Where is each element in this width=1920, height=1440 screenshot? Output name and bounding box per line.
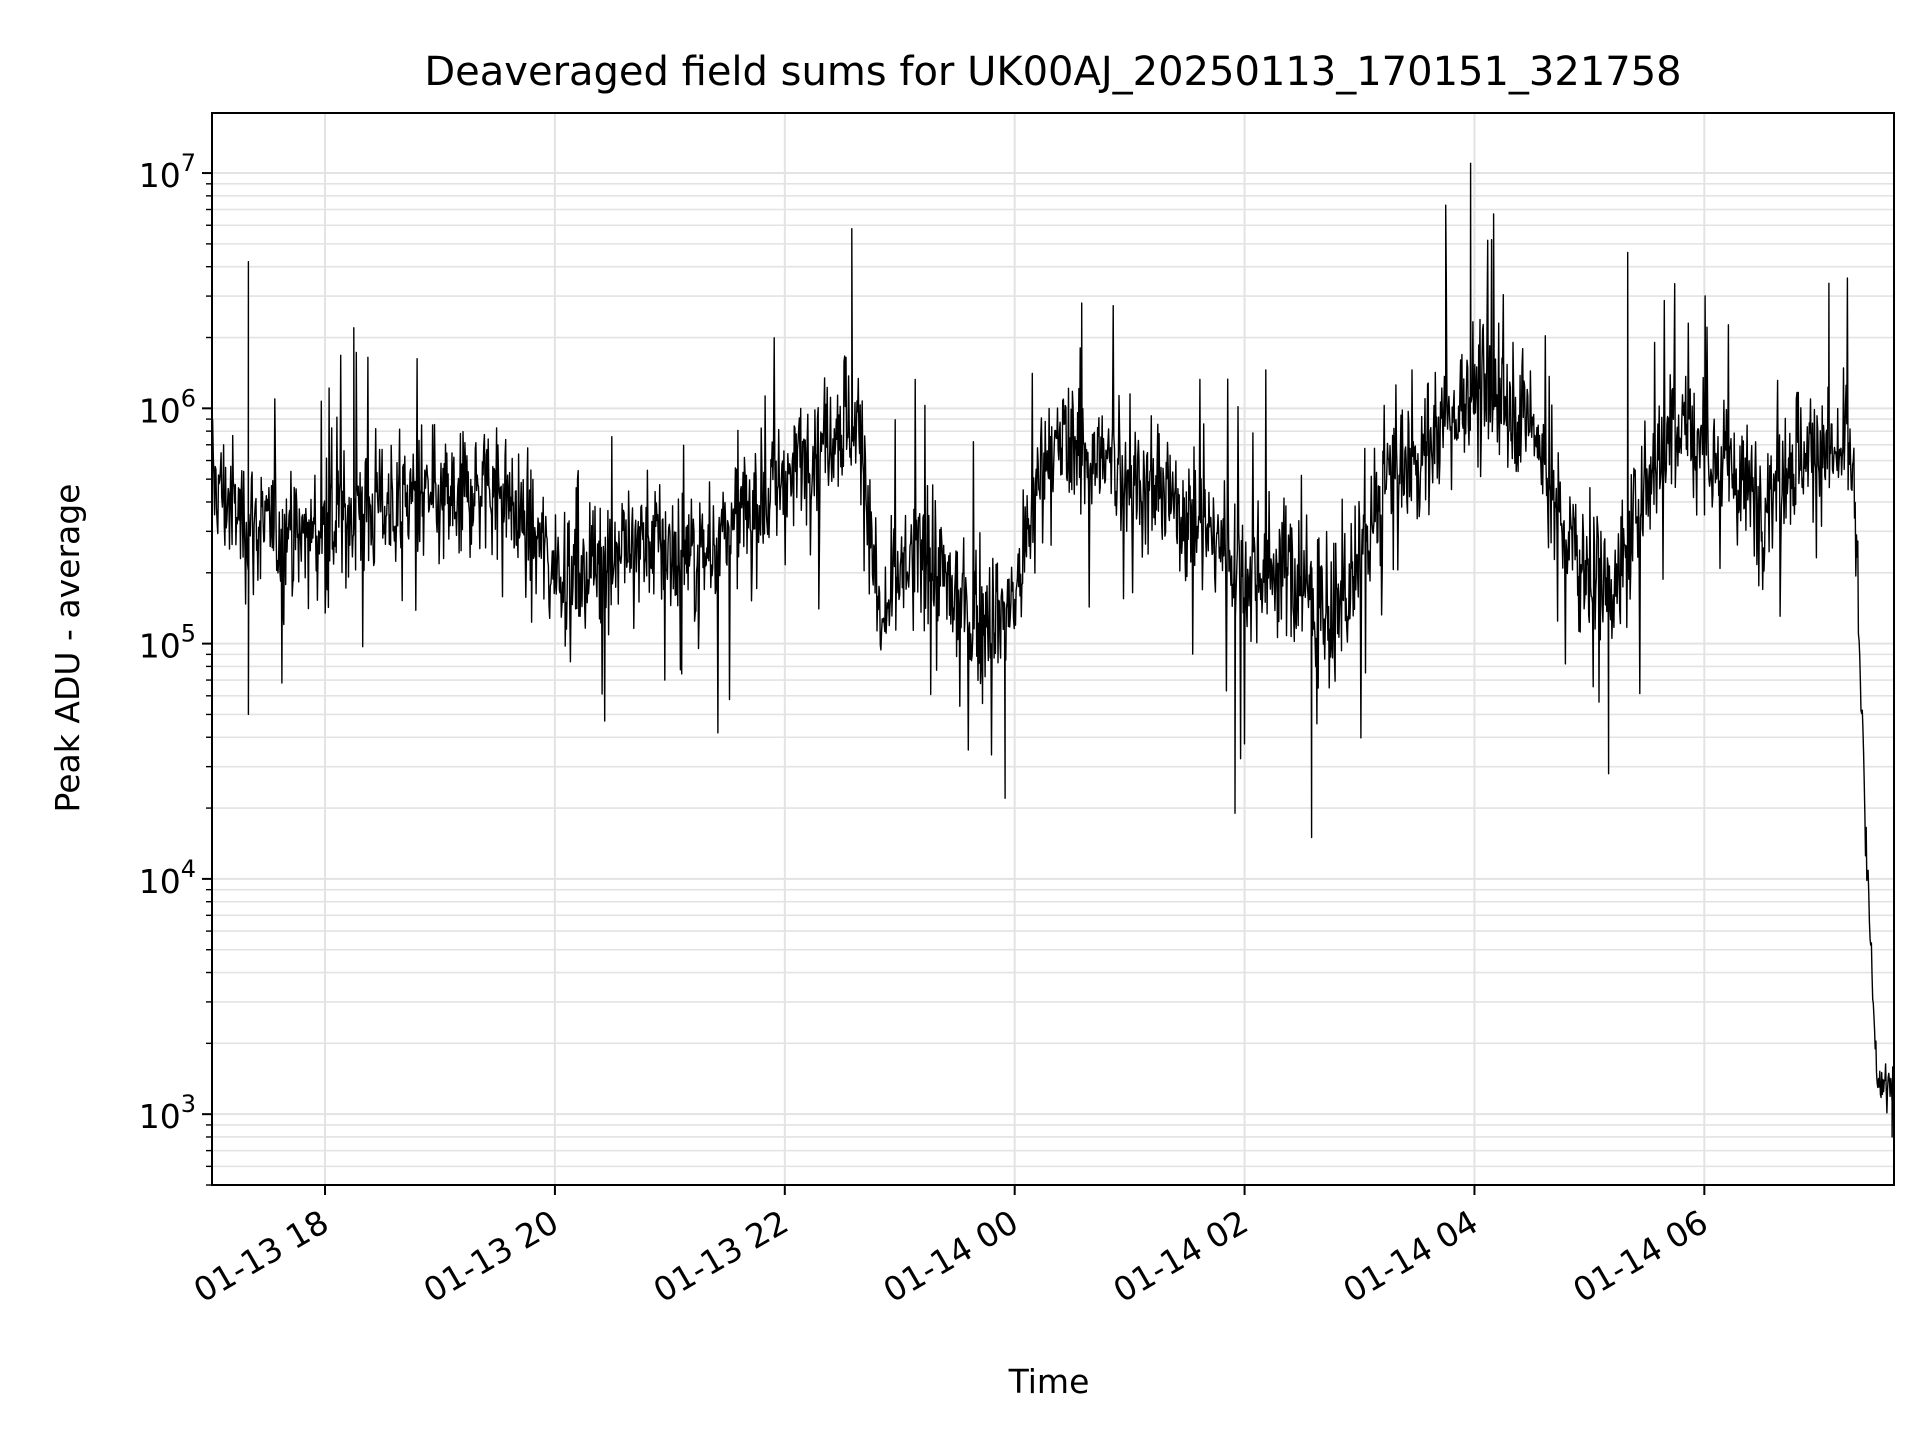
y-axis-label: Peak ADU - average <box>48 484 87 813</box>
y-tick-label: 105 <box>139 620 196 666</box>
x-axis-label: Time <box>1008 1362 1090 1401</box>
x-tick-label: 01-14 02 <box>1107 1202 1255 1310</box>
x-tick-label: 01-13 18 <box>187 1202 335 1310</box>
y-tick-label: 107 <box>139 149 196 195</box>
plot-frame <box>211 112 1895 1186</box>
x-tick-label: 01-14 00 <box>877 1202 1025 1310</box>
y-axis-ticks: 103 104 105 106 107 <box>139 149 212 1186</box>
x-tick-label: 01-13 22 <box>647 1202 795 1310</box>
grid-lines <box>212 113 1894 1186</box>
x-tick-label: 01-14 04 <box>1336 1202 1484 1310</box>
data-series-line <box>211 162 1895 1138</box>
y-tick-label: 104 <box>139 855 196 901</box>
x-axis-ticks: 01-13 18 01-13 20 01-13 22 01-14 00 01-14 02… <box>187 1185 1714 1310</box>
x-tick-label: 01-13 20 <box>417 1202 565 1310</box>
y-tick-label: 103 <box>139 1090 196 1136</box>
y-tick-label: 106 <box>139 384 196 430</box>
chart-title: Deaveraged field sums for UK00AJ_2025011… <box>424 49 1681 95</box>
x-tick-label: 01-14 06 <box>1566 1202 1714 1310</box>
